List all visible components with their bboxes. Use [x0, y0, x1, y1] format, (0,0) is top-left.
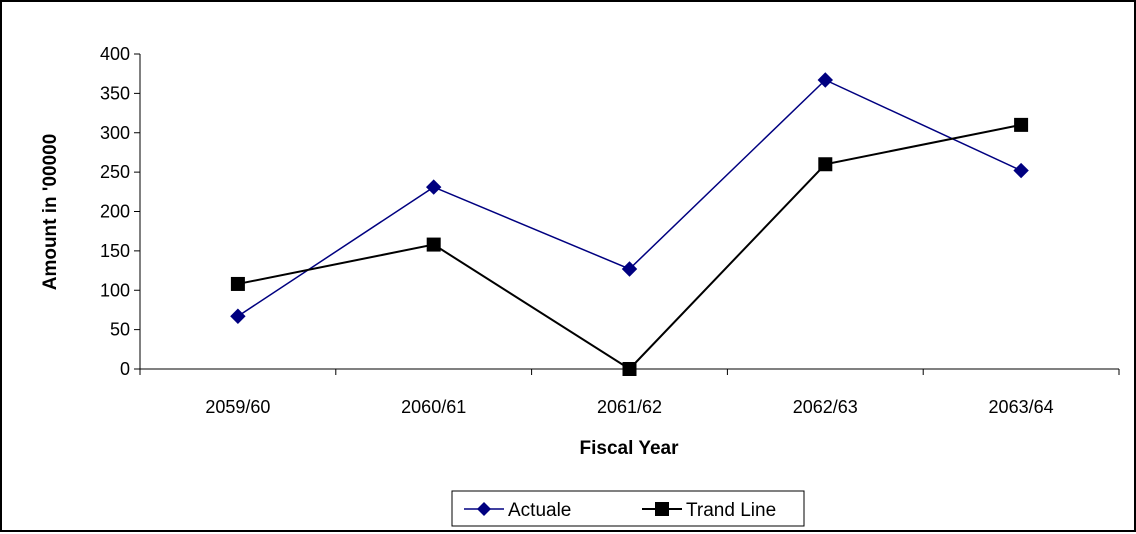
y-tick-label: 250 [100, 162, 130, 182]
y-axis-title: Amount in '00000 [40, 134, 61, 291]
legend-label: Actuale [508, 500, 571, 521]
x-tick-label: 2059/60 [205, 397, 270, 417]
y-tick-label: 350 [100, 83, 130, 103]
legend-label: Trand Line [686, 500, 776, 521]
y-tick-label: 0 [120, 359, 130, 379]
series-line [237, 79, 1022, 317]
y-tick-label: 150 [100, 241, 130, 261]
y-tick-label: 400 [100, 44, 130, 64]
data-point [1014, 117, 1029, 132]
data-point [426, 237, 441, 252]
legend-marker [655, 502, 669, 516]
data-point [230, 276, 245, 291]
data-point [817, 72, 834, 88]
legend-marker [477, 502, 491, 516]
y-tick-label: 100 [100, 280, 130, 300]
data-point [425, 179, 442, 195]
x-tick-label: 2060/61 [401, 397, 466, 417]
y-tick-label: 300 [100, 123, 130, 143]
data-point [622, 362, 637, 376]
x-tick-label: 2061/62 [597, 397, 662, 417]
data-point [1013, 162, 1029, 179]
y-tick-label: 200 [100, 202, 130, 222]
data-point [230, 308, 246, 324]
data-point [621, 261, 638, 277]
data-point [818, 157, 833, 172]
legend: Actuale Trand Line [451, 490, 805, 527]
series-layer [230, 72, 1029, 376]
y-axis: 0 50 100 150 200 250 300 350 400 [100, 44, 141, 379]
x-axis-title: Fiscal Year [580, 438, 680, 459]
series-line [237, 123, 1022, 371]
x-tick-label: 2062/63 [793, 397, 858, 417]
x-axis: 2059/60 2060/61 2061/62 2062/63 2063/64 [139, 368, 1120, 417]
legend-box [451, 490, 805, 527]
x-tick-label: 2063/64 [989, 397, 1054, 417]
y-tick-label: 50 [110, 320, 130, 340]
